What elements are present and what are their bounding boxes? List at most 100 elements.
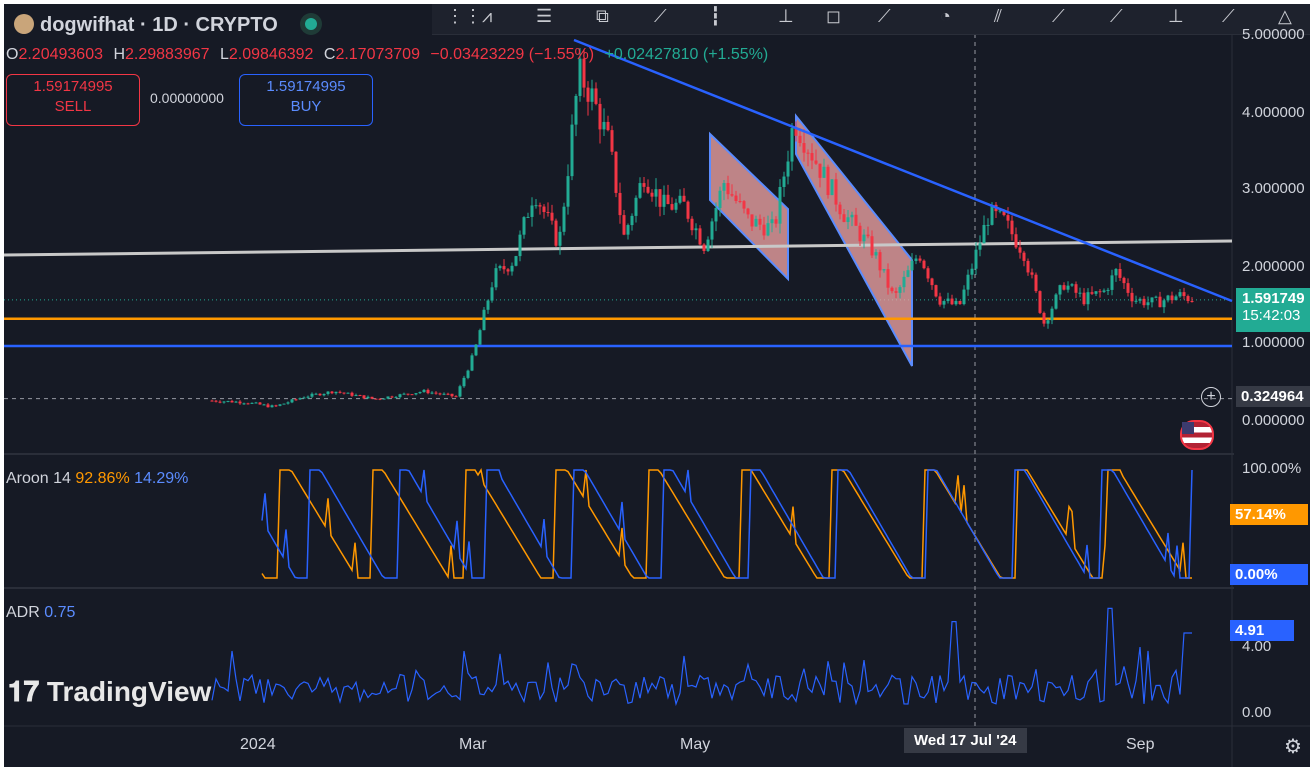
chart-frame: ⋮⋮ ⩘ ☰ ⧉ ⟋ ┇ ⊥ ◻ ⟋ ◔ ⫽ ⟋ ⟋ ⊥ ⟋ △ ⩘ dogwi… xyxy=(4,4,1310,767)
candle-body xyxy=(506,269,510,272)
change-value: −0.03423229 (−1.55%) xyxy=(430,46,595,63)
candle-body xyxy=(498,266,502,269)
candle-body xyxy=(670,204,674,210)
candle-body xyxy=(790,128,794,162)
pattern-tool-icon[interactable]: ⩘ xyxy=(482,6,493,26)
settings-gear-icon[interactable]: ⚙ xyxy=(1284,736,1302,758)
candle-body xyxy=(274,405,278,407)
candle-body xyxy=(238,401,242,404)
candle-body xyxy=(366,396,370,399)
candle-body xyxy=(962,289,966,305)
sell-price: 1.59174995 xyxy=(33,78,113,95)
market-status-icon xyxy=(305,18,318,30)
grip-icon[interactable]: ⋮⋮ xyxy=(446,6,482,26)
candle-body xyxy=(550,212,554,221)
candle-body xyxy=(554,220,558,246)
buy-button[interactable]: 1.59174995 BUY xyxy=(239,74,373,126)
sell-label: SELL xyxy=(54,98,92,115)
candle-body xyxy=(586,87,590,102)
candle-body xyxy=(438,393,442,395)
symbol-title[interactable]: dogwifhat · 1D · CRYPTO xyxy=(14,14,318,37)
candle-body xyxy=(510,265,514,272)
aroon-legend[interactable]: Aroon 14 92.86% 14.29% xyxy=(6,470,188,488)
candle-body xyxy=(1186,296,1190,301)
candle-body xyxy=(1158,296,1162,308)
anchor-tool-icon[interactable]: ⊥ xyxy=(1168,6,1184,26)
candles-tool-icon[interactable]: ┇ xyxy=(710,6,721,26)
candle-body xyxy=(466,370,470,378)
candle-body xyxy=(342,392,346,394)
candle-body xyxy=(494,268,498,288)
candle-body xyxy=(806,152,810,154)
candle-body xyxy=(970,268,974,275)
candle-body xyxy=(1134,300,1138,302)
price-chart[interactable] xyxy=(4,4,1310,767)
candle-body xyxy=(234,401,238,403)
price-tick: 4.000000 xyxy=(1242,104,1305,121)
channel-tool-icon[interactable]: ⧉ xyxy=(596,6,609,26)
candle-body xyxy=(578,58,582,96)
candle-body xyxy=(934,285,938,297)
candle-body xyxy=(1070,284,1074,286)
time-tick: Mar xyxy=(459,736,487,753)
high-label: H xyxy=(113,46,125,63)
aroon-length: 14 xyxy=(53,470,71,487)
triangle-tool-icon[interactable]: △ xyxy=(1278,6,1292,26)
aroon-up-line xyxy=(261,467,1192,580)
candle-body xyxy=(706,239,710,251)
candle-body xyxy=(778,186,782,224)
horizontal-resistance-line xyxy=(4,239,1233,257)
candle-body xyxy=(954,300,958,305)
candle-body xyxy=(1058,285,1062,295)
candle-body xyxy=(430,392,434,394)
candle-body xyxy=(726,183,730,195)
candle-body xyxy=(446,393,450,395)
fib-tool-icon[interactable]: ⫽ xyxy=(994,6,1003,26)
candle-body xyxy=(854,214,858,226)
candle-body xyxy=(886,269,890,288)
candle-body xyxy=(1110,275,1114,290)
candle-body xyxy=(1174,296,1178,301)
price-tick: 1.000000 xyxy=(1242,334,1305,351)
price-tick: 3.000000 xyxy=(1242,180,1305,197)
candle-body xyxy=(410,394,414,396)
candle-body xyxy=(702,244,706,251)
candle-body xyxy=(634,197,638,216)
candle-body xyxy=(394,397,398,399)
candle-body xyxy=(938,296,942,305)
shapes-tool-icon[interactable]: ◻ xyxy=(826,6,841,26)
path-tool-icon[interactable]: ⟋ xyxy=(878,6,891,26)
candle-body xyxy=(1038,291,1042,313)
adr-legend[interactable]: ADR 0.75 xyxy=(6,604,75,622)
sell-button[interactable]: 1.59174995 SELL xyxy=(6,74,140,126)
candle-body xyxy=(922,260,926,269)
candle-body xyxy=(562,206,566,232)
candle-body xyxy=(354,395,358,397)
candle-body xyxy=(298,398,302,400)
candle-body xyxy=(1014,234,1018,248)
candle-body xyxy=(814,160,818,164)
candle-body xyxy=(986,224,990,226)
candle-body xyxy=(734,195,738,201)
adr-axis-tick: 4.00 xyxy=(1242,638,1272,655)
add-alert-icon[interactable]: + xyxy=(1201,387,1221,407)
candle-body xyxy=(838,204,842,215)
candle-body xyxy=(602,121,606,130)
us-flag-icon[interactable] xyxy=(1180,420,1214,450)
gann-tool-icon[interactable]: ◔ xyxy=(940,6,951,26)
xabcd-tool-icon[interactable]: ⟋ xyxy=(1052,6,1065,26)
vertical-line-tool-icon[interactable]: ⊥ xyxy=(778,6,794,26)
lines-tool-icon[interactable]: ☰ xyxy=(536,6,553,26)
ohlc-legend: O2.20493603 H2.29883967 L2.09846392 C2.1… xyxy=(6,46,768,64)
candle-body xyxy=(1162,300,1166,308)
candle-body xyxy=(758,218,762,225)
candle-body xyxy=(766,223,770,236)
aroon-down-line xyxy=(261,469,1193,579)
trendline-tool-icon[interactable]: ⟋ xyxy=(654,6,667,26)
line-tool-icon[interactable]: ⟋ xyxy=(1222,6,1235,26)
candle-body xyxy=(978,243,982,250)
candle-body xyxy=(570,124,574,177)
candle-body xyxy=(642,183,646,187)
candle-body xyxy=(1118,268,1122,278)
ray-tool-icon[interactable]: ⟋ xyxy=(1110,6,1123,26)
